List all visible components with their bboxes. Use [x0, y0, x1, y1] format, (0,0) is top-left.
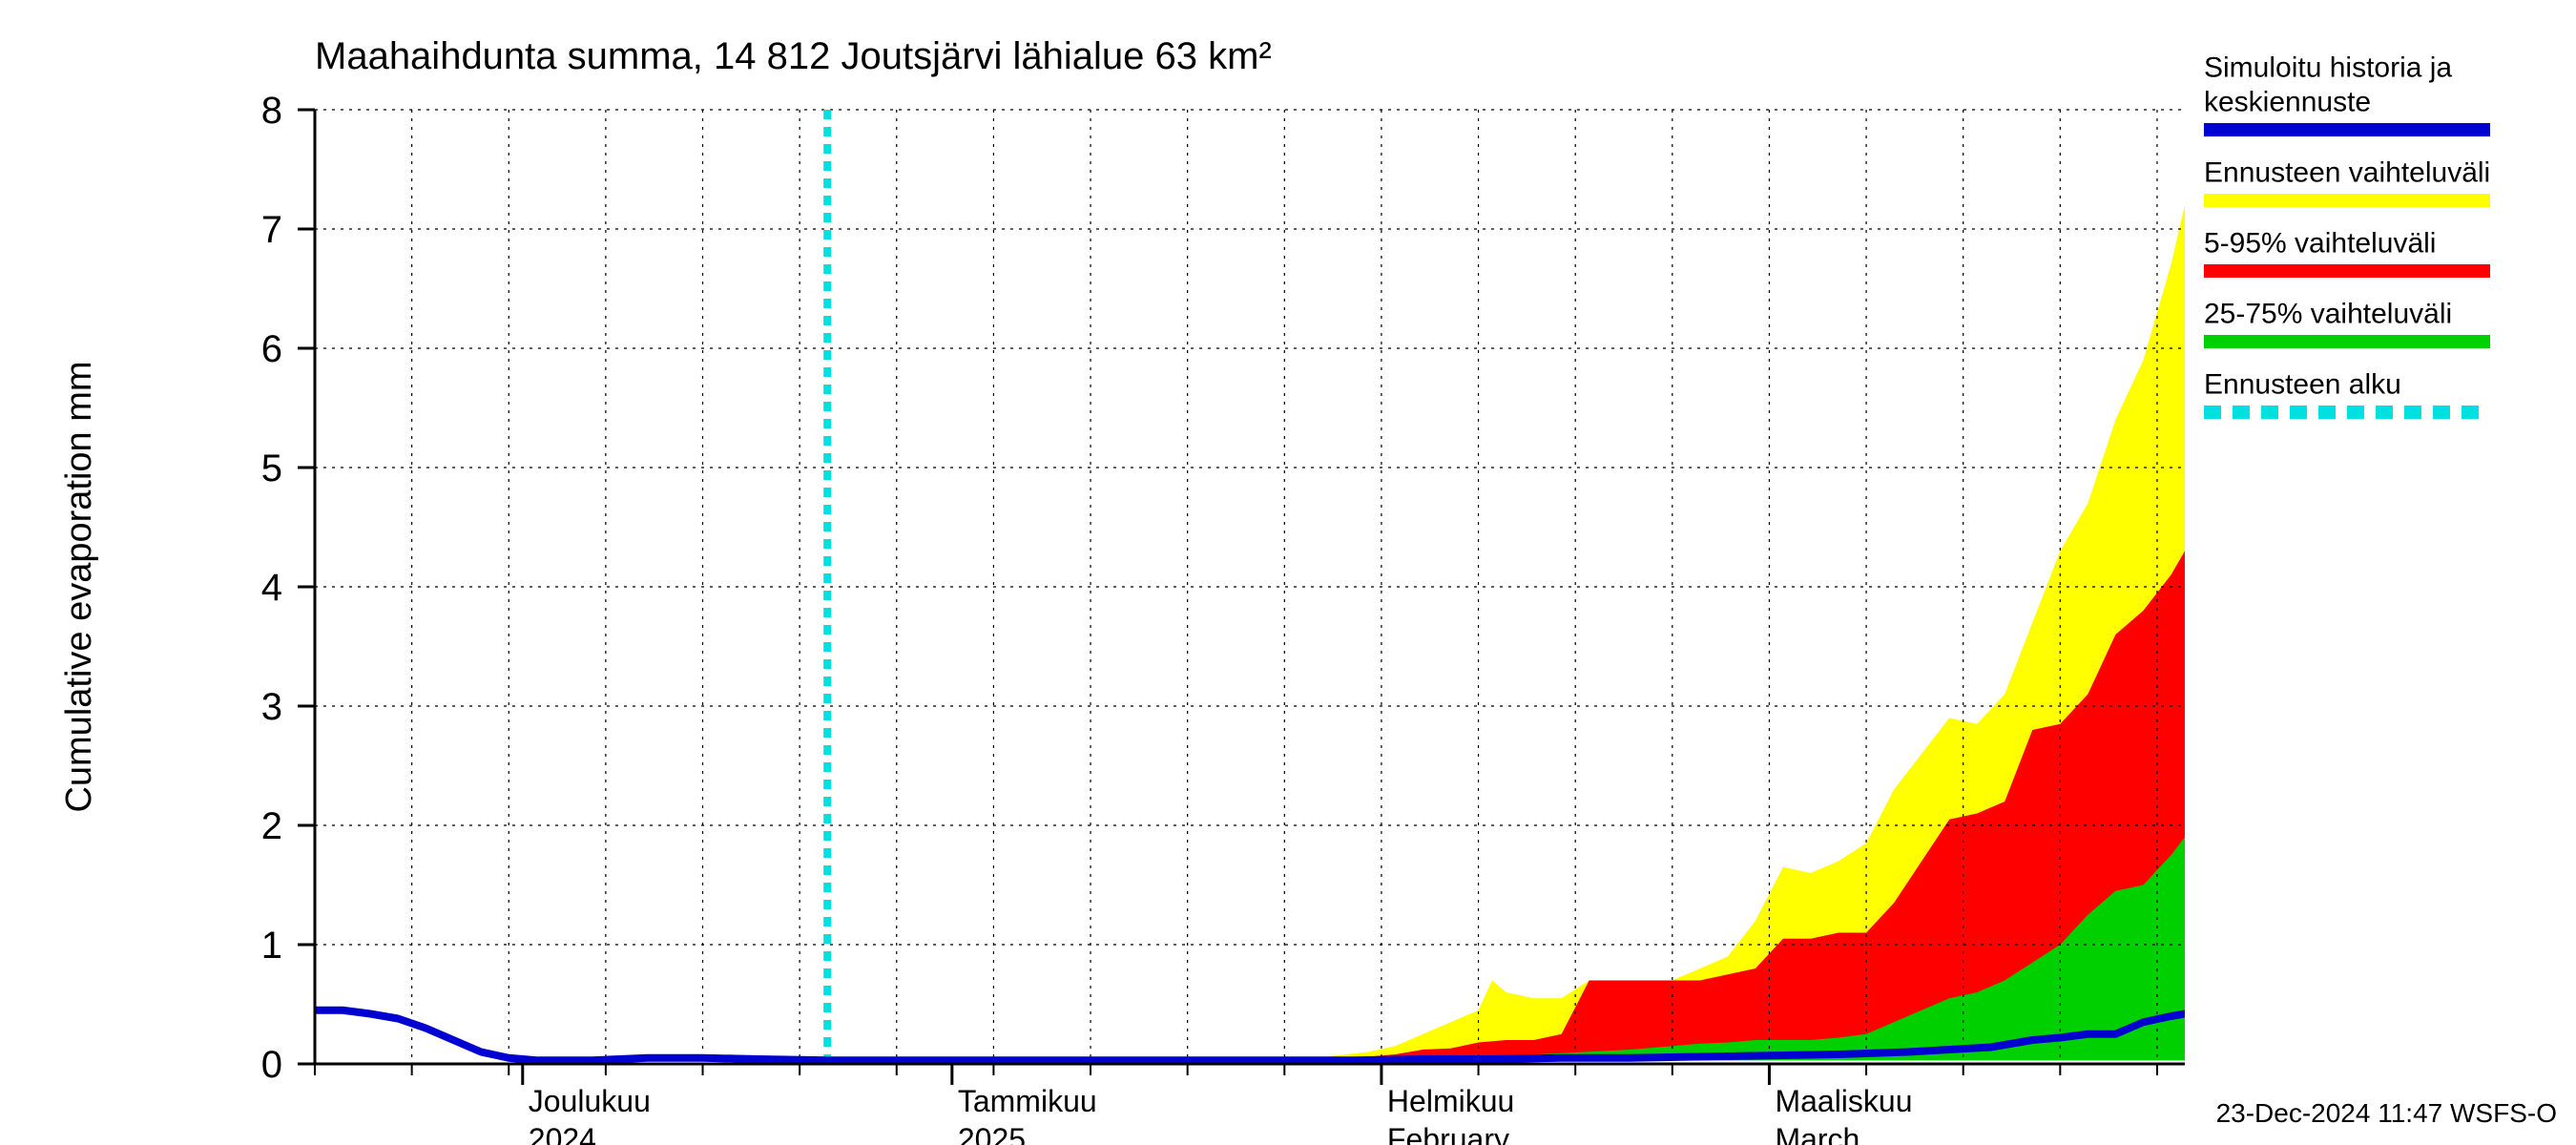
- chart-title: Maahaihdunta summa, 14 812 Joutsjärvi lä…: [315, 35, 1272, 77]
- legend-label: keskiennuste: [2204, 87, 2371, 118]
- y-tick-label: 1: [261, 925, 282, 967]
- x-tick-label-bottom: 2025: [958, 1122, 1026, 1145]
- y-tick-label: 2: [261, 805, 282, 847]
- x-tick-label-top: Tammikuu: [958, 1084, 1097, 1118]
- legend-label: 25-75% vaihteluväli: [2204, 299, 2452, 330]
- y-tick-label: 5: [261, 448, 282, 489]
- y-tick-label: 3: [261, 686, 282, 728]
- legend-swatch: [2204, 335, 2490, 348]
- y-tick-label: 7: [261, 209, 282, 251]
- legend-label: Ennusteen alku: [2204, 369, 2401, 401]
- legend-swatch: [2204, 264, 2490, 278]
- x-tick-label-bottom: February: [1387, 1122, 1509, 1145]
- x-tick-label-top: Maaliskuu: [1775, 1084, 1912, 1118]
- legend-label: Ennusteen vaihteluväli: [2204, 157, 2490, 189]
- legend-label: 5-95% vaihteluväli: [2204, 228, 2436, 260]
- x-tick-label-top: Helmikuu: [1387, 1084, 1514, 1118]
- y-tick-label: 8: [261, 90, 282, 132]
- chart-container: 0 1 2 3 4 5 6 7 8 Joulukuu 2024 Tammikuu 2025 Helmiku…: [0, 0, 2576, 1145]
- x-tick-label-top: Joulukuu: [529, 1084, 651, 1118]
- y-axis-label: Cumulative evaporation mm: [59, 361, 99, 812]
- y-tick-label: 4: [261, 567, 282, 609]
- legend-label: Simuloitu historia ja: [2204, 52, 2452, 84]
- evaporation-forecast-chart: 0 1 2 3 4 5 6 7 8 Joulukuu 2024 Tammikuu 2025 Helmiku…: [0, 0, 2576, 1145]
- y-tick-label: 6: [261, 328, 282, 370]
- y-tick-label: 0: [261, 1044, 282, 1086]
- legend-swatch: [2204, 194, 2490, 207]
- x-tick-label-bottom: March: [1775, 1122, 1859, 1145]
- x-tick-label-bottom: 2024: [529, 1122, 596, 1145]
- timestamp: 23-Dec-2024 11:47 WSFS-O: [2216, 1098, 2557, 1128]
